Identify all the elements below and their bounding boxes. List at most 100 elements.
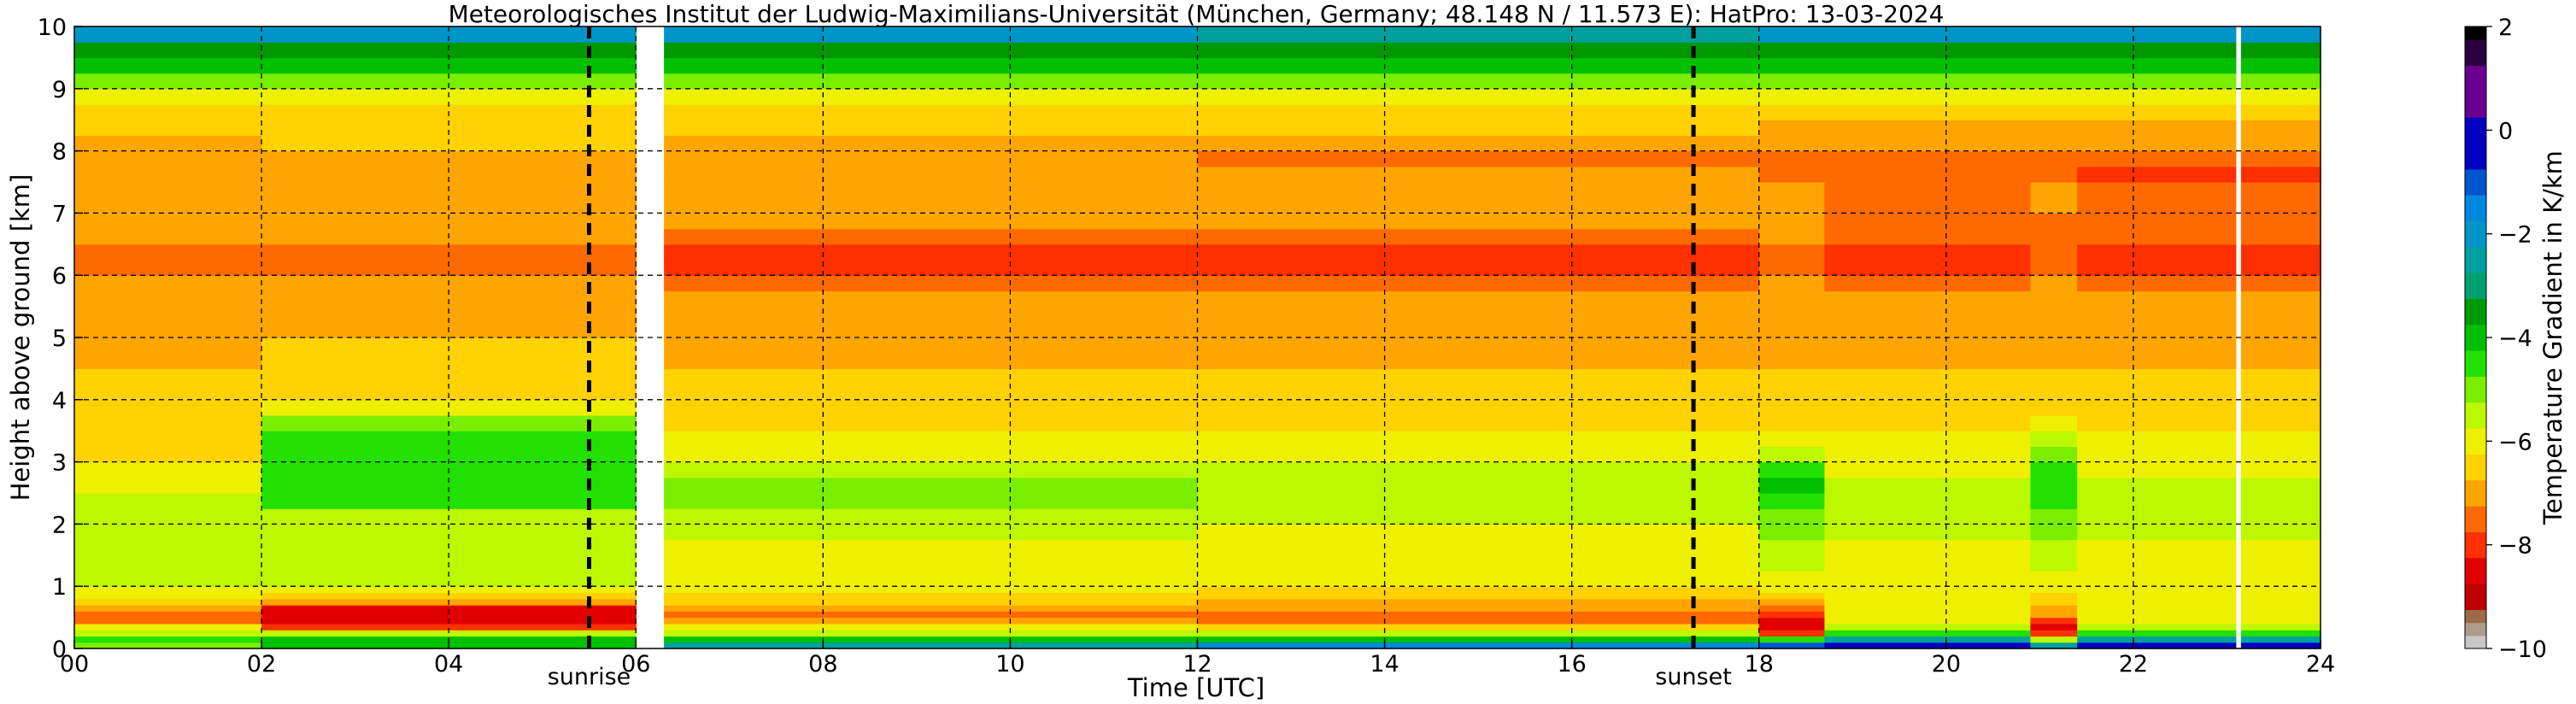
heatmap-cell [664, 213, 1199, 230]
heatmap-cell [2077, 213, 2321, 230]
heatmap-cell [1824, 611, 2031, 619]
heatmap-cell [2030, 477, 2078, 494]
heatmap-cell [1197, 461, 1760, 478]
heatmap-cell [74, 508, 262, 525]
heatmap-cell [664, 182, 1199, 214]
heatmap-cell [2077, 166, 2321, 183]
y-tick-label: 0 [52, 637, 67, 663]
heatmap-cell [261, 524, 637, 541]
heatmap-cell [2030, 554, 2078, 572]
heatmap-cell [664, 120, 1199, 136]
heatmap-cell [1197, 446, 1760, 463]
heatmap-cell [2077, 182, 2321, 214]
heatmap-cell [2030, 120, 2078, 136]
heatmap-cell [2030, 508, 2078, 525]
heatmap-cell [261, 605, 637, 612]
colorbar-segment [2465, 273, 2486, 299]
heatmap-cell [2077, 243, 2321, 261]
heatmap-cell [74, 431, 262, 447]
heatmap-cell [1824, 446, 2031, 463]
heatmap-cell [2077, 73, 2321, 90]
heatmap-cell [74, 150, 262, 167]
heatmap-cell [74, 415, 262, 431]
heatmap-cell [1824, 120, 2031, 136]
heatmap-cell [1197, 630, 1760, 637]
heatmap-cell [2030, 642, 2078, 649]
heatmap-cell [664, 150, 1199, 167]
heatmap-cell [1197, 493, 1760, 509]
heatmap-cell [2077, 290, 2321, 308]
heatmap-cell [664, 42, 1199, 58]
heatmap-cell [664, 493, 1199, 509]
heatmap-cell [1758, 461, 1826, 478]
heatmap-cell [1824, 243, 2031, 261]
heatmap-cell [1758, 120, 1826, 136]
heatmap-cell [2077, 605, 2321, 612]
heatmap-cell [74, 26, 262, 43]
heatmap-cell [1758, 446, 1826, 463]
heatmap-cell [1197, 431, 1760, 447]
colorbar-segment [2465, 622, 2486, 637]
heatmap-cell [664, 477, 1199, 494]
colorbar-segment [2465, 220, 2486, 248]
colorbar-segment [2465, 402, 2486, 429]
heatmap-cell [2030, 636, 2078, 643]
heatmap-cell [2077, 275, 2321, 291]
heatmap-cell [2030, 182, 2078, 214]
heatmap-cell [1758, 598, 1826, 606]
heatmap-cell [1197, 306, 1760, 338]
heatmap-cell [1824, 275, 2031, 291]
heatmap-cell [1197, 150, 1760, 167]
heatmap-cell [664, 290, 1199, 308]
heatmap-cell [664, 73, 1199, 90]
heatmap-cell [1758, 275, 1826, 291]
heatmap-cell [664, 104, 1199, 120]
heatmap-cell [74, 275, 262, 291]
heatmap-cell [74, 598, 262, 606]
heatmap-cell [1197, 642, 1760, 649]
heatmap-cell [664, 243, 1199, 261]
y-tick-label: 8 [52, 139, 67, 166]
heatmap-cell [261, 26, 637, 43]
heatmap-cell [664, 368, 1199, 401]
heatmap-cell [74, 399, 262, 416]
y-axis: 0 1 2 3 4 5 6 7 8 9 10 [38, 15, 83, 663]
heatmap-cell [2030, 135, 2078, 152]
x-tick-label: 02 [247, 651, 276, 678]
annotations: sunrise sunset [548, 26, 1732, 690]
heatmap-cell [1197, 73, 1760, 90]
heatmap-cell [664, 415, 1199, 431]
heatmap-cell [664, 592, 1199, 600]
heatmap-cell [1758, 243, 1826, 261]
heatmap-cell [1758, 166, 1826, 183]
heatmap-cell [664, 598, 1199, 606]
heatmap-cell [1824, 508, 2031, 525]
heatmap-cell [2077, 554, 2321, 572]
heatmap-cell [1758, 477, 1826, 494]
heatmap-cell [664, 461, 1199, 478]
heatmap-cell [2030, 88, 2078, 105]
grid [74, 26, 2321, 648]
heatmap-cell [74, 120, 262, 136]
heatmap-cell [2077, 592, 2321, 600]
heatmap-cell [2030, 57, 2078, 74]
heatmap-cell [261, 290, 637, 308]
colorbar-tick-label: 2 [2498, 15, 2513, 41]
heatmap-cell [2077, 26, 2321, 43]
heatmap-cell [1197, 337, 1760, 369]
heatmap-cell [664, 539, 1199, 556]
heatmap-cell [2077, 586, 2321, 594]
heatmap-cell [2077, 57, 2321, 74]
heatmap-cell [261, 623, 637, 631]
heatmap-cell [261, 611, 637, 619]
heatmap-cell [664, 611, 1199, 619]
heatmap-cell [2030, 290, 2078, 308]
heatmap-cell [2030, 524, 2078, 541]
y-tick-label: 1 [52, 574, 67, 601]
colorbar-tick-label: −6 [2498, 429, 2532, 455]
heatmap-cell [664, 446, 1199, 463]
heatmap-cell [74, 605, 262, 612]
colorbar-segment [2465, 298, 2486, 326]
heatmap-cell [664, 399, 1199, 416]
x-tick-label: 16 [1557, 651, 1586, 678]
